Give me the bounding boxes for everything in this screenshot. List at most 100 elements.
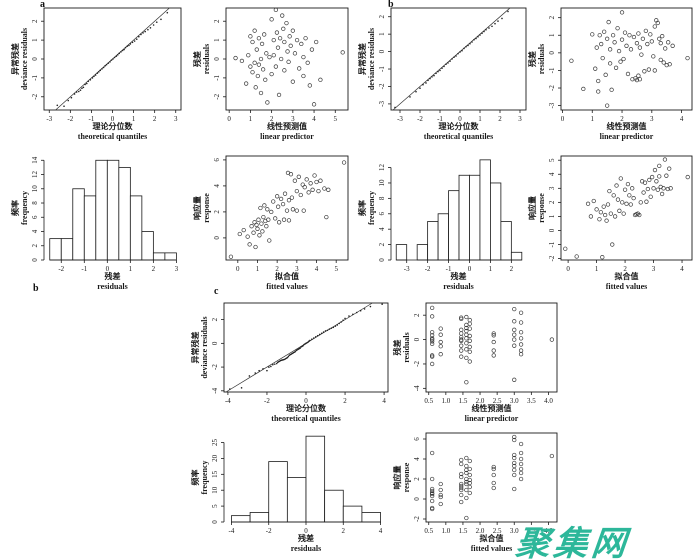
svg-text:0: 0 [566, 265, 570, 273]
svg-text:20: 20 [211, 454, 219, 462]
svg-text:1: 1 [129, 265, 133, 273]
panel-a-qq: -3 -2 -1 0 1 2 3 -2 -1 0 1 2 理论分位数 theoretical quanti… [10, 2, 188, 148]
svg-text:response: response [202, 193, 211, 223]
svg-text:5: 5 [334, 115, 338, 123]
svg-text:8: 8 [378, 196, 386, 200]
svg-text:6: 6 [378, 212, 386, 216]
svg-text:1: 1 [489, 265, 493, 273]
svg-text:-1: -1 [89, 115, 95, 123]
panel-letter-b-top: b [388, 0, 394, 10]
svg-text:frequency: frequency [367, 191, 376, 225]
svg-text:4.0: 4.0 [544, 397, 553, 405]
svg-text:-2: -2 [548, 85, 556, 91]
svg-text:linear predictor: linear predictor [465, 414, 519, 423]
svg-text:0: 0 [458, 115, 462, 123]
svg-text:5: 5 [334, 265, 338, 273]
svg-text:2: 2 [548, 200, 556, 204]
svg-text:3: 3 [295, 265, 299, 273]
svg-text:-1: -1 [548, 241, 556, 247]
svg-text:异常残差: 异常残差 [357, 43, 367, 75]
svg-text:-1: -1 [378, 66, 386, 72]
svg-text:8: 8 [31, 201, 39, 205]
svg-text:-2: -2 [413, 361, 421, 367]
svg-text:4: 4 [382, 397, 386, 405]
svg-text:theoretical quantiles: theoretical quantiles [424, 132, 493, 141]
svg-text:4: 4 [680, 115, 684, 123]
svg-text:响应量: 响应量 [527, 196, 537, 220]
svg-text:-2: -2 [266, 527, 272, 535]
svg-text:theoretical quantiles: theoretical quantiles [78, 132, 147, 141]
svg-text:0.5: 0.5 [424, 527, 433, 535]
svg-text:4: 4 [378, 227, 386, 231]
svg-text:linear predictor: linear predictor [260, 132, 314, 141]
svg-text:3: 3 [652, 265, 656, 273]
svg-text:0: 0 [413, 497, 421, 501]
svg-text:2: 2 [213, 19, 221, 23]
svg-text:2: 2 [342, 527, 346, 535]
svg-text:2: 2 [378, 242, 386, 246]
svg-text:1: 1 [478, 115, 482, 123]
svg-text:-2: -2 [264, 397, 270, 405]
svg-text:residuals: residuals [537, 44, 546, 75]
svg-text:-2: -2 [211, 364, 219, 370]
svg-text:frequency: frequency [200, 460, 209, 494]
svg-text:理论分位数: 理论分位数 [286, 403, 327, 413]
svg-text:1: 1 [256, 265, 260, 273]
svg-text:-1: -1 [31, 74, 39, 80]
svg-text:1.5: 1.5 [459, 527, 468, 535]
svg-text:residuals: residuals [97, 282, 128, 291]
svg-text:0: 0 [213, 57, 221, 61]
svg-text:-1: -1 [81, 265, 87, 273]
panel-c-resid: 0.5 1.0 1.5 2.0 2.5 3.0 3.5 4.0 -4 -2 0 2 线性预测值 linea… [392, 297, 564, 430]
svg-text:残差: 残差 [192, 51, 202, 67]
panel-b-resid: 0 1 2 3 4 -3 -2 -1 0 1 2 线性预测值 linear predictor 残差 res… [527, 2, 699, 148]
svg-text:理论分位数: 理论分位数 [439, 121, 480, 131]
svg-text:1.0: 1.0 [441, 397, 450, 405]
svg-text:-2: -2 [67, 115, 73, 123]
svg-text:0: 0 [548, 51, 556, 55]
svg-text:-2: -2 [413, 516, 421, 522]
svg-text:0: 0 [304, 527, 308, 535]
svg-text:2: 2 [413, 313, 421, 317]
svg-text:理论分位数: 理论分位数 [93, 121, 134, 131]
svg-text:0: 0 [31, 258, 39, 262]
panel-b-resp: 0 1 2 3 4 -2 -1 0 1 2 3 4 5 拟合值 fitted values 响应量 respon… [527, 150, 699, 298]
svg-text:residuals: residuals [291, 544, 322, 553]
svg-text:3.0: 3.0 [510, 527, 519, 535]
panel-c-qq: -4 -2 0 2 4 -4 -2 0 2 理论分位数 theoretical quantiles 异… [190, 297, 395, 430]
svg-text:2: 2 [378, 14, 386, 18]
svg-text:0: 0 [378, 258, 386, 262]
svg-text:1: 1 [31, 38, 39, 42]
svg-text:residuals: residuals [202, 44, 211, 75]
svg-text:-1: -1 [548, 67, 556, 73]
scatter-chart-c-resp: 0.5 1.0 1.5 2.0 2.5 3.0 3.5 4.0 -2 0 2 4 6 拟合值fitted … [392, 432, 558, 553]
panel-b-hist: -3 -2 -1 0 1 2 0 2 4 6 8 10 12 残差 residuals 频率 frequency [357, 150, 533, 298]
svg-text:-3: -3 [378, 100, 386, 106]
svg-text:12: 12 [31, 171, 39, 179]
svg-text:0: 0 [413, 337, 421, 341]
svg-text:2: 2 [152, 265, 156, 273]
svg-text:4: 4 [413, 457, 421, 461]
svg-text:2: 2 [31, 244, 39, 248]
svg-text:-4: -4 [225, 397, 231, 405]
svg-text:-3: -3 [397, 115, 403, 123]
svg-text:频率: 频率 [10, 200, 20, 216]
svg-text:response: response [537, 193, 546, 223]
svg-text:响应量: 响应量 [192, 196, 202, 220]
svg-text:-4: -4 [211, 387, 219, 393]
svg-text:2.5: 2.5 [493, 527, 502, 535]
svg-text:2.0: 2.0 [476, 397, 485, 405]
svg-text:1: 1 [249, 115, 253, 123]
svg-text:0: 0 [548, 228, 556, 232]
svg-text:1.5: 1.5 [459, 397, 468, 405]
svg-text:异常残差: 异常残差 [190, 332, 200, 364]
svg-text:frequency: frequency [20, 191, 29, 225]
svg-text:4: 4 [548, 172, 556, 176]
svg-text:0: 0 [561, 115, 565, 123]
svg-text:-2: -2 [31, 93, 39, 99]
svg-text:linear predictor: linear predictor [600, 132, 654, 141]
